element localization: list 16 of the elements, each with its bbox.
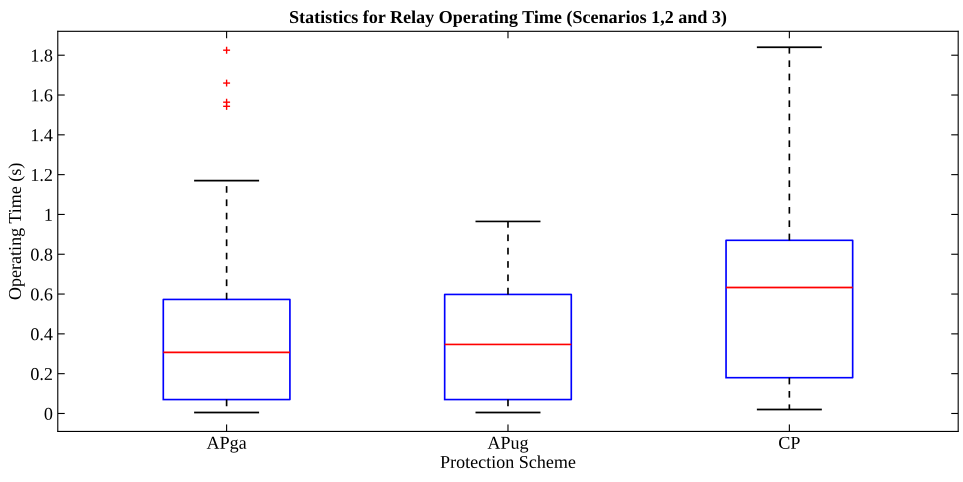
y-tick-label: 1.2	[32, 168, 52, 182]
x-tick-label: APug	[488, 436, 528, 453]
y-tick-label: 0.6	[31, 288, 52, 301]
x-tick-label: CP	[779, 436, 800, 449]
y-tick-label: 1.8	[32, 49, 52, 62]
y-tick-label: 0.2	[31, 368, 52, 380]
y-tick-label: 1.4	[32, 129, 53, 142]
y-tick-label: 0.8	[31, 248, 52, 261]
y-tick-label: 0.4	[31, 328, 53, 340]
y-tick-label: 1.6	[32, 89, 52, 102]
y-tick-label: 0	[44, 408, 52, 420]
x-tick-label: APga	[206, 436, 246, 453]
chart-title: Statistics for Relay Operating Time (Scenarios 1,2 and 3)	[290, 10, 726, 27]
y-tick-label: 1	[45, 208, 52, 221]
x-axis-title: Protection Scheme	[440, 455, 576, 468]
y-axis-title: Operating Time (s)	[8, 163, 25, 300]
